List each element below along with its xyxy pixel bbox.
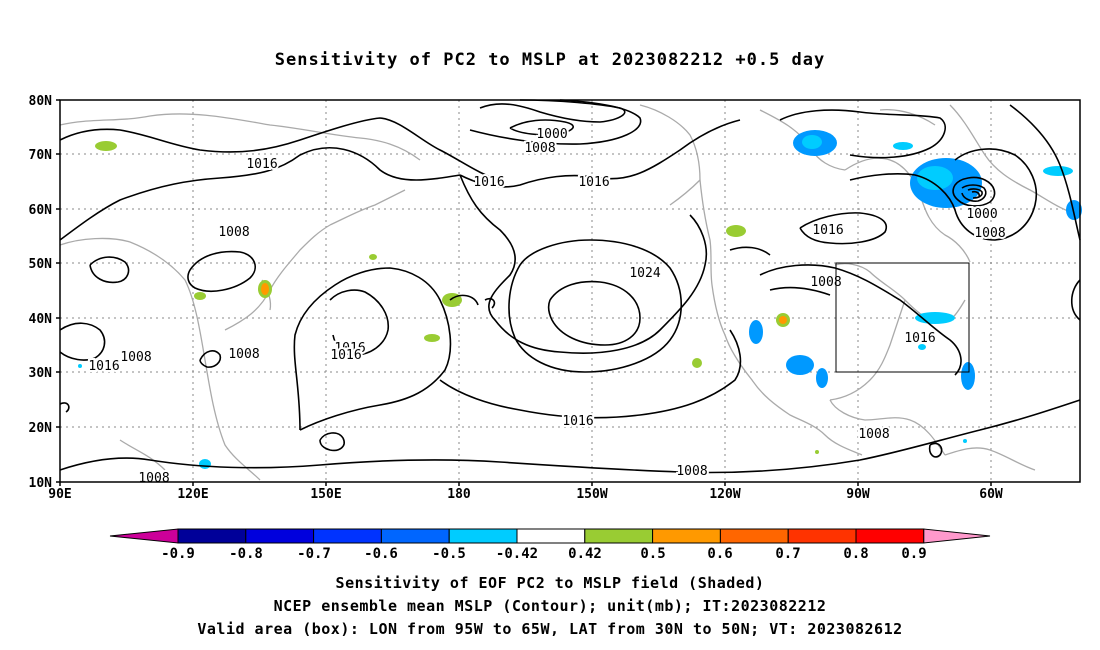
colorbar-swatch (855, 528, 925, 544)
colorbar-label: 0.7 (775, 546, 800, 562)
colorbar-swatch (380, 528, 450, 544)
colorbar-swatch (719, 528, 789, 544)
colorbar-label: 0.5 (640, 546, 665, 562)
contour-label: 1016 (473, 175, 504, 190)
map-frame (59, 99, 1081, 483)
contour-label: 1008 (676, 464, 707, 479)
lat-tick-label: 60N (29, 203, 53, 218)
colorbar-swatch (787, 528, 857, 544)
contour-label: 1016 (578, 175, 609, 190)
lat-tick-label: 50N (29, 257, 53, 272)
lon-tick-label: 60W (979, 487, 1003, 502)
caption-line-3: Valid area (box): LON from 95W to 65W, L… (197, 620, 903, 638)
mslp-contours (59, 99, 1081, 474)
lat-tick-label: 30N (29, 366, 53, 381)
contour-label: 1000 (536, 127, 567, 142)
colorbar-swatch (109, 528, 179, 544)
colorbar-swatch (177, 528, 247, 544)
colorbar-swatch (313, 528, 382, 544)
contour-label: 1024 (629, 266, 660, 281)
colorbar-label: 0.42 (568, 546, 602, 562)
lon-tick-label: 90E (48, 487, 71, 502)
chart-title: Sensitivity of PC2 to MSLP at 2023082212… (274, 50, 826, 70)
colorbar-label: -0.7 (297, 546, 331, 562)
colorbar-swatch (516, 528, 586, 544)
colorbar-label: -0.5 (432, 546, 466, 562)
contour-label: 1016 (330, 348, 361, 363)
colorbar-swatch (448, 528, 518, 544)
tick-marks (56, 99, 992, 486)
contour-label: 1008 (218, 225, 249, 240)
colorbar-label: -0.9 (161, 546, 195, 562)
lon-tick-label: 150W (576, 487, 607, 502)
lon-tick-label: 120E (177, 487, 208, 502)
caption-line-1: Sensitivity of EOF PC2 to MSLP field (Sh… (335, 574, 765, 592)
colorbar-swatch (923, 528, 991, 544)
contour-label: 1016 (562, 414, 593, 429)
contour-label: 1008 (120, 350, 151, 365)
colorbar-label: -0.6 (364, 546, 398, 562)
contour-label: 1008 (228, 347, 259, 362)
lat-tick-label: 10N (29, 476, 53, 491)
colorbar-swatch (652, 528, 721, 544)
contour-label: 1016 (334, 341, 365, 356)
contour-labels: 1000 1008 1016 1016 1016 1008 1024 1016 … (86, 125, 1007, 488)
colorbar-label: 0.8 (843, 546, 868, 562)
contour-label: 1016 (812, 223, 843, 238)
caption-line-2: NCEP ensemble mean MSLP (Contour); unit(… (273, 597, 827, 615)
lon-tick-label: 150E (310, 487, 341, 502)
contour-label: 1016 (904, 331, 935, 346)
contour-label: 1000 (966, 207, 997, 222)
lat-tick-label: 70N (29, 148, 53, 163)
lon-tick-label: 180 (447, 487, 471, 502)
contour-label: 1016 (88, 359, 119, 374)
contour-label: 1008 (810, 275, 841, 290)
colorbar (109, 528, 991, 544)
contour-label: 1016 (246, 157, 277, 172)
lon-tick-label: 90W (846, 487, 870, 502)
colorbar-label: 0.9 (901, 546, 926, 562)
colorbar-label: -0.8 (229, 546, 263, 562)
lat-tick-label: 80N (29, 94, 53, 109)
colorbar-label: -0.42 (496, 546, 538, 562)
contour-label: 1008 (974, 226, 1005, 241)
colorbar-swatch (584, 528, 654, 544)
lat-tick-label: 20N (29, 421, 53, 436)
colorbar-swatch (245, 528, 315, 544)
contour-label: 1008 (858, 427, 889, 442)
lat-tick-label: 40N (29, 312, 53, 327)
colorbar-label: 0.6 (707, 546, 732, 562)
valid-area-box (835, 262, 970, 373)
contour-label: 1008 (138, 471, 169, 486)
contour-label: 1008 (524, 141, 555, 156)
lon-tick-label: 120W (709, 487, 740, 502)
